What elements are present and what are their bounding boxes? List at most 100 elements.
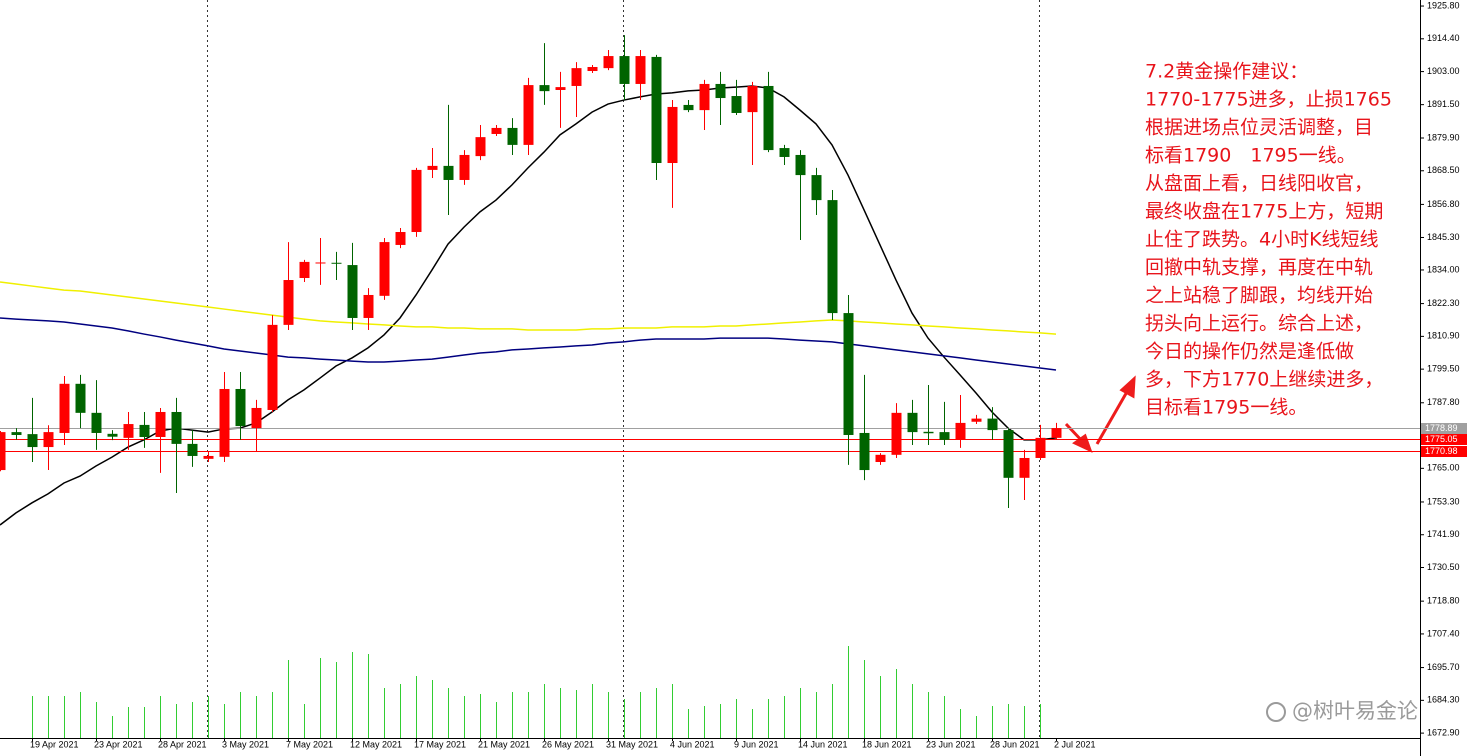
- x-tick-label: 9 Jun 2021: [734, 739, 779, 749]
- y-tick-label: 1799.50: [1427, 364, 1460, 374]
- annotation-line: 回撤中轨支撑，再度在中轨: [1145, 257, 1373, 279]
- watermark-icon: [1266, 702, 1286, 722]
- price-label: 1775.05: [1425, 434, 1458, 444]
- price-label-box: [1421, 423, 1467, 434]
- candle-body: [507, 127, 518, 145]
- candle-body: [283, 280, 294, 325]
- candle-body: [827, 200, 838, 314]
- y-tick-label: 1730.50: [1427, 562, 1460, 572]
- x-tick-label: 7 May 2021: [286, 739, 333, 749]
- candle-body: [443, 165, 454, 180]
- candle-body: [379, 242, 390, 296]
- candle-body: [971, 418, 982, 422]
- candle-body: [571, 68, 582, 86]
- candle-body: [683, 104, 694, 111]
- candle-body: [555, 87, 566, 90]
- candle-body: [59, 383, 70, 433]
- price-label-box: [1421, 446, 1467, 457]
- x-tick-label: 17 May 2021: [414, 739, 466, 749]
- candle-body: [699, 83, 710, 111]
- candle-body: [859, 432, 870, 471]
- annotation-line: 目标看1795一线。: [1145, 397, 1307, 419]
- y-tick-label: 1925.80: [1427, 0, 1460, 10]
- candle-body: [891, 412, 902, 455]
- y-tick-label: 1810.90: [1427, 331, 1460, 341]
- x-tick-label: 26 May 2021: [542, 739, 594, 749]
- candle-body: [715, 83, 726, 99]
- candle-body: [91, 412, 102, 433]
- candle-body: [347, 265, 358, 318]
- candle-body: [843, 313, 854, 435]
- candle-body: [491, 127, 502, 134]
- x-tick-label: 28 Apr 2021: [158, 739, 207, 749]
- y-tick-label: 1903.00: [1427, 66, 1460, 76]
- y-tick-label: 1672.90: [1427, 727, 1460, 737]
- y-tick-label: 1822.30: [1427, 298, 1460, 308]
- arrow: [1095, 389, 1130, 445]
- volume: [32, 646, 1041, 738]
- price-label: 1770.98: [1425, 446, 1458, 456]
- candle-body: [235, 388, 246, 427]
- candle-body: [27, 434, 38, 448]
- candle-body: [907, 412, 918, 433]
- candle-body: [139, 424, 150, 437]
- annotation-line: 之上站稳了脚跟，均线开始: [1145, 285, 1373, 307]
- candles: [0, 35, 1062, 509]
- x-tick-label: 23 Jun 2021: [926, 739, 976, 749]
- candle-body: [219, 388, 230, 457]
- logo: [1266, 702, 1286, 722]
- candle-body: [267, 324, 278, 410]
- period-separators: [207, 0, 1040, 738]
- price-label-box: [1421, 434, 1467, 445]
- x-tick-label: 3 May 2021: [222, 739, 269, 749]
- candle-body: [987, 418, 998, 431]
- y-tick-label: 1914.40: [1427, 33, 1460, 43]
- y-tick-label: 1753.30: [1427, 496, 1460, 506]
- candle-body: [875, 454, 886, 463]
- candle-body: [331, 262, 342, 264]
- y-tick-label: 1879.90: [1427, 132, 1460, 142]
- y-tick-label: 1695.70: [1427, 662, 1460, 672]
- candle-body: [1019, 457, 1030, 478]
- candle-body: [603, 56, 614, 69]
- candle-body: [459, 154, 470, 180]
- y-tick-label: 1707.40: [1427, 628, 1460, 638]
- y-tick-label: 1891.50: [1427, 99, 1460, 109]
- ma-line: [0, 317, 1057, 371]
- y-tick-label: 1718.80: [1427, 596, 1460, 606]
- x-tick-label: 19 Apr 2021: [30, 739, 79, 749]
- arrow-head: [1072, 433, 1093, 453]
- watermark: @树叶易金论: [1292, 699, 1418, 723]
- y-tick-label: 1834.00: [1427, 264, 1460, 274]
- annotation-line: 今日的操作仍然是逢低做: [1145, 341, 1354, 363]
- x-tick-label: 28 Jun 2021: [990, 739, 1040, 749]
- annotation-line: 多，下方1770上继续进多，: [1145, 369, 1383, 391]
- candle-body: [731, 96, 742, 113]
- candle-body: [955, 422, 966, 440]
- x-tick-label: 18 Jun 2021: [862, 739, 912, 749]
- candle-body: [763, 85, 774, 151]
- x-tick-label: 23 Apr 2021: [94, 739, 143, 749]
- annotation-line: 止住了跌势。4小时K线短线: [1145, 229, 1379, 251]
- candle-body: [123, 424, 134, 438]
- x-tick-label: 31 May 2021: [606, 739, 658, 749]
- y-tick-label: 1765.00: [1427, 463, 1460, 473]
- candle-body: [1035, 437, 1046, 458]
- y-tick-label: 1787.80: [1427, 397, 1460, 407]
- candle-body: [923, 431, 934, 434]
- candle-body: [667, 106, 678, 164]
- y-tick-label: 1856.80: [1427, 199, 1460, 209]
- annotation-line: 1770-1775进多，止损1765: [1145, 89, 1392, 111]
- x-tick-label: 2 Jul 2021: [1054, 739, 1096, 749]
- y-tick-label: 1845.30: [1427, 232, 1460, 242]
- candle-body: [651, 56, 662, 164]
- candle-body: [0, 432, 6, 471]
- candle-body: [475, 137, 486, 157]
- y-tick-label: 1684.30: [1427, 695, 1460, 705]
- candle-body: [539, 85, 550, 92]
- candle-body: [427, 165, 438, 170]
- candle-body: [363, 294, 374, 318]
- annotation-line: 从盘面上看，日线阳收官，: [1145, 173, 1373, 195]
